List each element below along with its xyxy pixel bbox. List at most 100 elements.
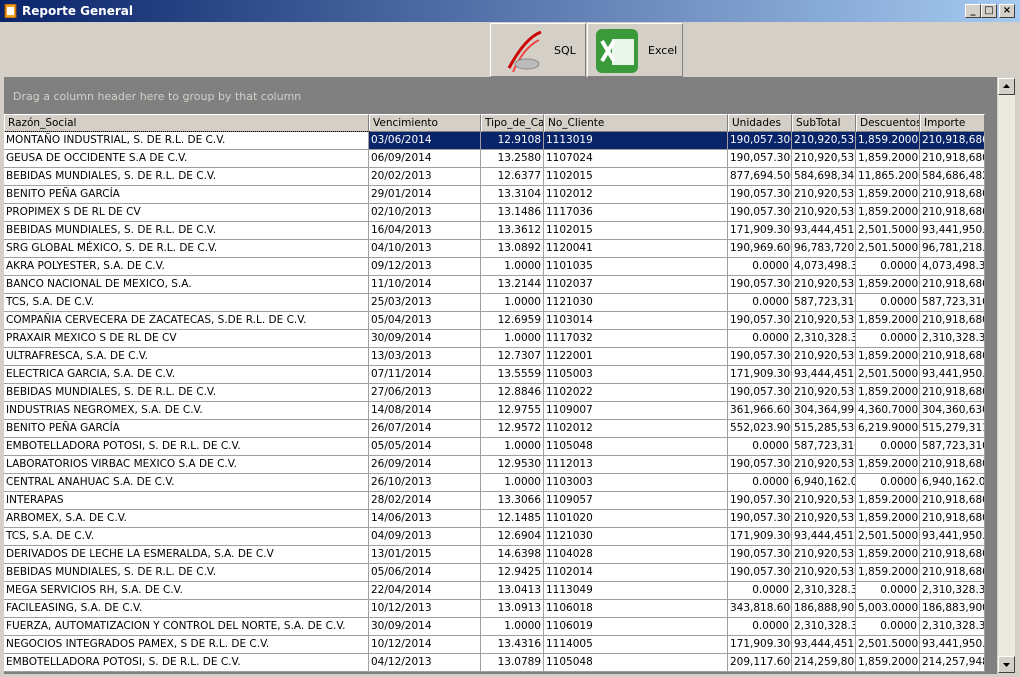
grid-cell: AKRA POLYESTER, S.A. DE C.V. <box>4 258 369 276</box>
grid-cell: 1.0000 <box>481 474 544 492</box>
grid-cell: 04/09/2013 <box>369 528 481 546</box>
grid-cell: 171,909.300 <box>728 222 792 240</box>
grid-cell: COMPAÑIA CERVECERA DE ZACATECAS, S.DE R.… <box>4 312 369 330</box>
grid-cell: 2,310,328.38 <box>792 582 856 600</box>
maximize-button[interactable]: □ <box>981 4 997 18</box>
grid-cell: 210,918,680 <box>920 312 985 330</box>
grid-cell: 13.4316 <box>481 636 544 654</box>
grid-cell: 1.0000 <box>481 294 544 312</box>
grid-cell: 13.2144 <box>481 276 544 294</box>
grid-cell: 12.7307 <box>481 348 544 366</box>
column-header[interactable]: Unidades <box>728 114 792 132</box>
grid-cell: 13.0892 <box>481 240 544 258</box>
grid-cell: 1,859.2000 <box>856 132 920 150</box>
grid-cell: ELECTRICA GARCIA, S.A. DE C.V. <box>4 366 369 384</box>
grid-cell: 1,859.2000 <box>856 456 920 474</box>
grid-cell: 13.5559 <box>481 366 544 384</box>
excel-button[interactable]: Excel <box>587 23 683 77</box>
grid-cell: 0.0000 <box>856 330 920 348</box>
grid-cell: 190,057.300 <box>728 276 792 294</box>
grid-cell: 1,859.2000 <box>856 150 920 168</box>
grid-cell: 05/04/2013 <box>369 312 481 330</box>
grid-cell: 190,057.300 <box>728 564 792 582</box>
grid-cell: 13/01/2015 <box>369 546 481 564</box>
grid-cell: 2,501.5000 <box>856 636 920 654</box>
column-header[interactable]: Importe <box>920 114 985 132</box>
grid-cell: 13/03/2013 <box>369 348 481 366</box>
grid-cell: 28/02/2014 <box>369 492 481 510</box>
grid-cell: 1.0000 <box>481 330 544 348</box>
scroll-up[interactable] <box>998 78 1015 95</box>
grid-cell: 03/06/2014 <box>369 132 481 150</box>
grid-cell: 2,310,328.38 <box>920 582 985 600</box>
grid-cell: FUERZA, AUTOMATIZACION Y CONTROL DEL NOR… <box>4 618 369 636</box>
grid-cell: 6,940,162.07 <box>920 474 985 492</box>
grid-cell: BEBIDAS MUNDIALES, S. DE R.L. DE C.V. <box>4 384 369 402</box>
grid-cell: 584,686,482 <box>920 168 985 186</box>
minimize-button[interactable]: _ <box>965 4 981 18</box>
grid-cell: 1.0000 <box>481 258 544 276</box>
grid-cell: LABORATORIOS VIRBAC MEXICO S.A DE C.V. <box>4 456 369 474</box>
grid-cell: 210,918,680 <box>920 510 985 528</box>
grid-cell: 13.3104 <box>481 186 544 204</box>
grid-cell: 6,940,162.07 <box>792 474 856 492</box>
grid-cell: 13.0789 <box>481 654 544 672</box>
grid-cell: 1102015 <box>544 168 728 186</box>
grid-cell: 12.1485 <box>481 510 544 528</box>
grid-cell: ARBOMEX, S.A. DE C.V. <box>4 510 369 528</box>
vertical-scrollbar[interactable] <box>998 78 1015 673</box>
grid-cell: 11,865.2000 <box>856 168 920 186</box>
grid-cell: 1,859.2000 <box>856 348 920 366</box>
grid-cell: 1,859.2000 <box>856 384 920 402</box>
grid-cell: 210,920,539 <box>792 492 856 510</box>
sql-button[interactable]: SQL <box>490 23 586 77</box>
group-hint: Drag a column header here to group by th… <box>13 90 302 103</box>
grid-cell: DERIVADOS DE LECHE LA ESMERALDA, S.A. DE… <box>4 546 369 564</box>
grid-cell: 1113019 <box>544 132 728 150</box>
grid-cell: 587,723,310 <box>792 294 856 312</box>
grid-cell: 1.0000 <box>481 438 544 456</box>
column-header[interactable]: SubTotal <box>792 114 856 132</box>
grid-cell: TCS, S.A. DE C.V. <box>4 294 369 312</box>
grid-cell: 14/06/2013 <box>369 510 481 528</box>
grid-cell: 210,918,680 <box>920 384 985 402</box>
grid-cell: 214,259,807 <box>792 654 856 672</box>
grid-cell: 1102015 <box>544 222 728 240</box>
column-header[interactable]: Descuentos <box>856 114 920 132</box>
grid-cell: 361,966.600 <box>728 402 792 420</box>
grid-cell: EMBOTELLADORA POTOSI, S. DE R.L. DE C.V. <box>4 654 369 672</box>
grid-cell: 1107024 <box>544 150 728 168</box>
grid-cell: 14/08/2014 <box>369 402 481 420</box>
grid-cell: 587,723,310 <box>920 438 985 456</box>
grid-cell: 25/03/2013 <box>369 294 481 312</box>
close-button[interactable]: × <box>999 4 1015 18</box>
grid-cell: 93,441,950.4 <box>920 366 985 384</box>
grid-cell: BANCO NACIONAL DE MEXICO, S.A. <box>4 276 369 294</box>
grid-cell: 210,918,680 <box>920 132 985 150</box>
grid-cell: 190,057.300 <box>728 150 792 168</box>
grid-cell: 1,859.2000 <box>856 204 920 222</box>
grid-cell: 1,859.2000 <box>856 564 920 582</box>
scroll-down[interactable] <box>998 656 1015 673</box>
grid-cell: PRAXAIR MEXICO S DE RL DE CV <box>4 330 369 348</box>
grid-cell: 1106018 <box>544 600 728 618</box>
grid-cell: EMBOTELLADORA POTOSI, S. DE R.L. DE C.V. <box>4 438 369 456</box>
grid-cell: 0.0000 <box>728 258 792 276</box>
column-header[interactable]: No_Cliente <box>544 114 728 132</box>
grid-cell: 12.9572 <box>481 420 544 438</box>
grid-cell: 12.6377 <box>481 168 544 186</box>
grid-cell: 1104028 <box>544 546 728 564</box>
grid-cell: 190,057.300 <box>728 204 792 222</box>
grid-cell: 210,918,680 <box>920 564 985 582</box>
grid-cell: 0.0000 <box>728 582 792 600</box>
grid-cell: 1102022 <box>544 384 728 402</box>
column-header[interactable]: Tipo_de_Ca <box>481 114 544 132</box>
grid-cell: 93,441,950.4 <box>920 636 985 654</box>
grid-cell: 13.2580 <box>481 150 544 168</box>
grid-cell: 190,057.300 <box>728 132 792 150</box>
grid-cell: 210,920,539 <box>792 132 856 150</box>
grid-cell: 12.9425 <box>481 564 544 582</box>
grid-cell: 0.0000 <box>728 474 792 492</box>
column-header[interactable]: Vencimiento <box>369 114 481 132</box>
column-header[interactable]: Razón_Social <box>4 114 369 132</box>
